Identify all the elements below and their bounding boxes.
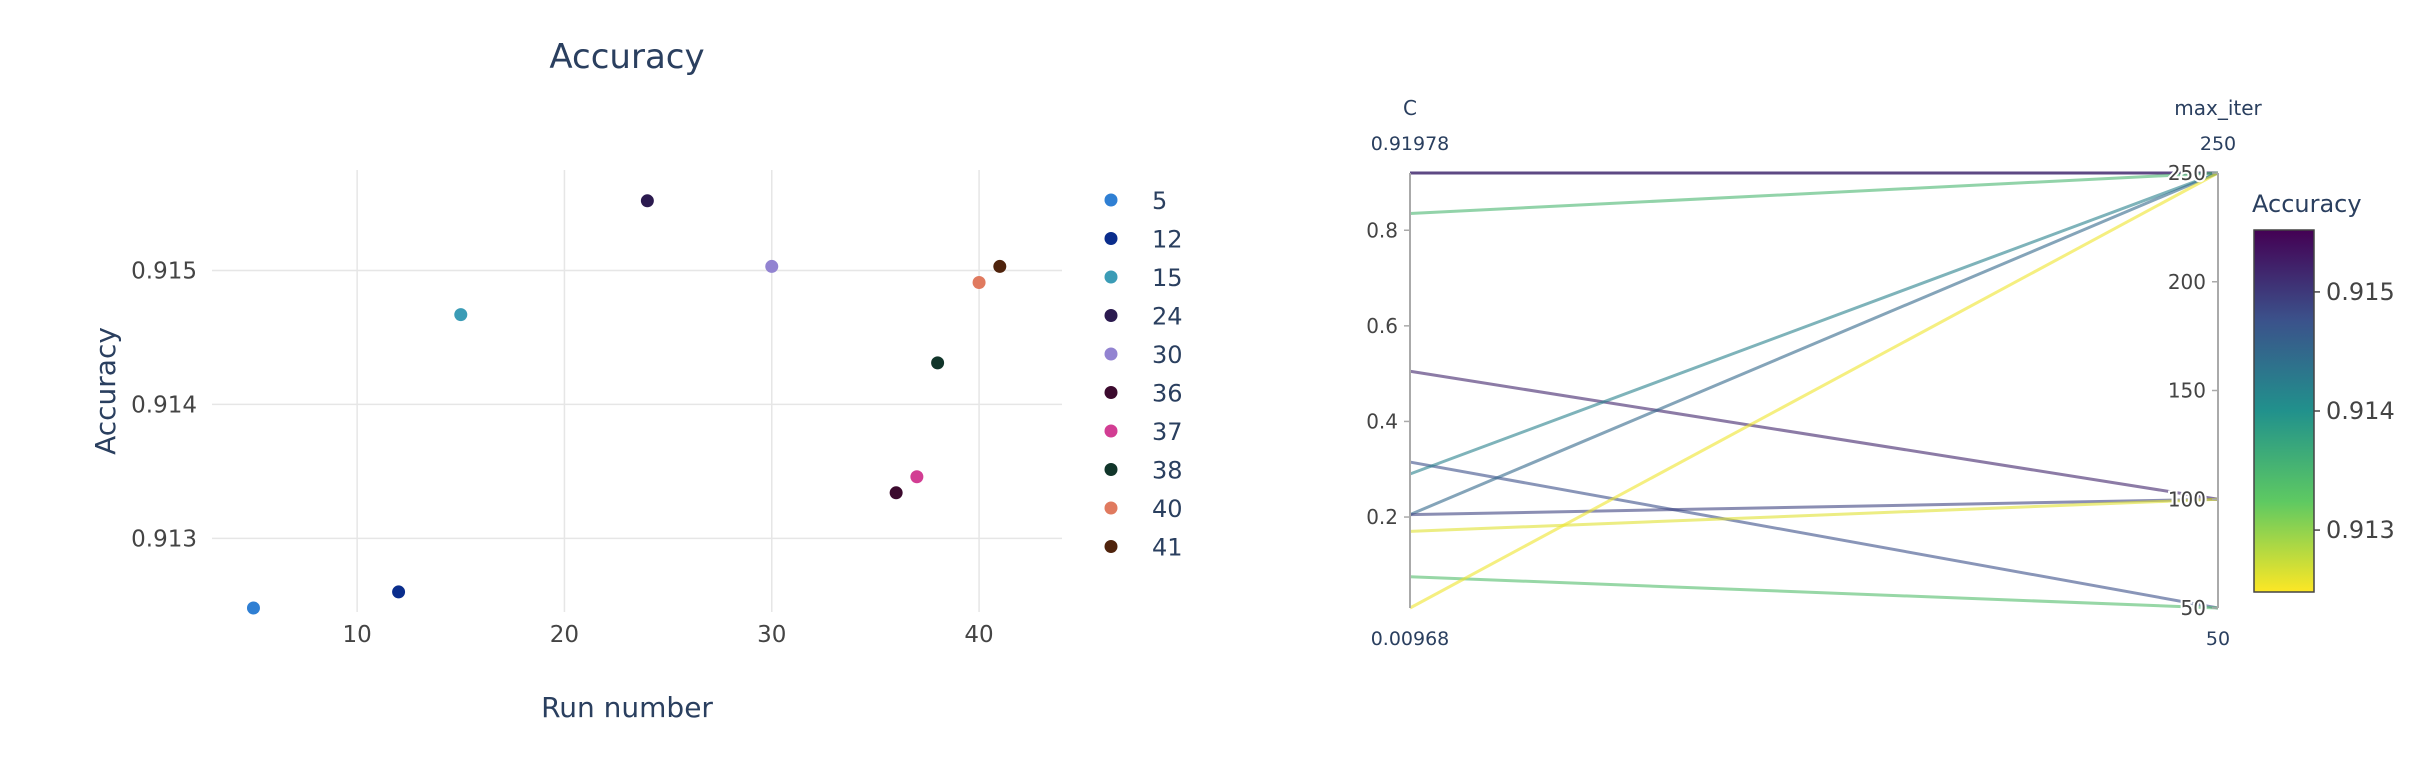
x-tick-label: 10 [342, 622, 371, 648]
legend-marker[interactable] [1104, 424, 1118, 438]
max-iter-axis-max-label: 250 [2200, 133, 2236, 155]
data-point-run-5[interactable] [246, 601, 260, 615]
legend-marker[interactable] [1104, 347, 1118, 361]
pc-line[interactable] [1409, 369, 2219, 501]
max-iter-axis-tick-label: 250 [2168, 161, 2206, 185]
legend-marker[interactable] [1104, 309, 1118, 322]
data-point-run-36[interactable] [889, 486, 903, 500]
legend-label: 41 [1152, 534, 1183, 562]
legend-label: 40 [1152, 495, 1183, 523]
legend-label: 30 [1152, 341, 1183, 369]
legend-label: 37 [1152, 418, 1183, 446]
pc-line[interactable] [1409, 171, 2219, 610]
data-point-run-24[interactable] [640, 194, 654, 208]
y-tick-label: 0.915 [131, 258, 197, 284]
legend-marker[interactable] [1104, 540, 1118, 553]
legend-label: 15 [1152, 264, 1183, 292]
legend-label: 24 [1152, 303, 1183, 331]
legend-marker[interactable] [1104, 386, 1118, 399]
max-iter-axis-min-label: 50 [2206, 628, 2230, 650]
data-point-run-38[interactable] [931, 356, 945, 370]
data-point-run-12[interactable] [392, 585, 406, 599]
data-point-run-30[interactable] [765, 259, 779, 273]
x-tick-label: 20 [550, 622, 579, 648]
pc-line[interactable] [1409, 460, 2219, 610]
data-point-run-15[interactable] [454, 308, 468, 322]
y-axis-label: Accuracy [89, 327, 122, 455]
c-axis-tick-label: 0.8 [1366, 218, 1398, 242]
legend-marker[interactable] [1104, 232, 1118, 245]
max-iter-axis-tick-label: 200 [2168, 270, 2206, 294]
data-point-run-37[interactable] [910, 470, 924, 484]
legend-marker[interactable] [1104, 501, 1118, 515]
colorbar-tick-label: 0.914 [2326, 397, 2395, 425]
pc-line[interactable] [1409, 497, 2219, 533]
legend-marker[interactable] [1104, 193, 1118, 207]
pc-line[interactable] [1409, 575, 2219, 610]
legend-label: 36 [1152, 380, 1183, 408]
c-axis-tick-label: 0.2 [1366, 505, 1398, 529]
c-axis-tick-label: 0.4 [1366, 409, 1398, 433]
c-axis-min-label: 0.00968 [1371, 628, 1450, 650]
c-axis-title: C [1403, 96, 1417, 120]
chart-title: Accuracy [549, 37, 704, 77]
pc-line[interactable] [1409, 171, 2219, 476]
legend-label: 38 [1152, 457, 1183, 485]
legend-label: 5 [1152, 187, 1167, 215]
data-point-run-40[interactable] [972, 276, 986, 290]
y-tick-label: 0.913 [131, 526, 197, 552]
legend-marker[interactable] [1104, 270, 1118, 284]
c-axis-max-label: 0.91978 [1371, 133, 1450, 155]
x-tick-label: 40 [964, 622, 993, 648]
pc-line[interactable] [1409, 497, 2219, 517]
pc-line[interactable] [1409, 171, 2219, 517]
x-tick-label: 30 [757, 622, 786, 648]
data-point-run-41[interactable] [993, 259, 1007, 273]
colorbar-tick-label: 0.913 [2326, 516, 2395, 544]
colorbar-title: Accuracy [2252, 190, 2362, 218]
max-iter-axis-tick-label: 150 [2168, 379, 2206, 403]
max-iter-axis-tick-label: 100 [2168, 487, 2206, 511]
max-iter-axis-tick-label: 50 [2181, 596, 2206, 620]
legend-marker[interactable] [1104, 463, 1118, 476]
x-axis-label: Run number [541, 691, 713, 724]
max-iter-axis-title: max_iter [2174, 96, 2262, 120]
y-tick-label: 0.914 [131, 392, 197, 418]
c-axis-tick-label: 0.6 [1366, 314, 1398, 338]
colorbar-tick-label: 0.915 [2326, 278, 2395, 306]
pc-line[interactable] [1409, 171, 2219, 216]
colorbar[interactable] [2253, 229, 2315, 593]
legend-label: 12 [1152, 226, 1183, 254]
